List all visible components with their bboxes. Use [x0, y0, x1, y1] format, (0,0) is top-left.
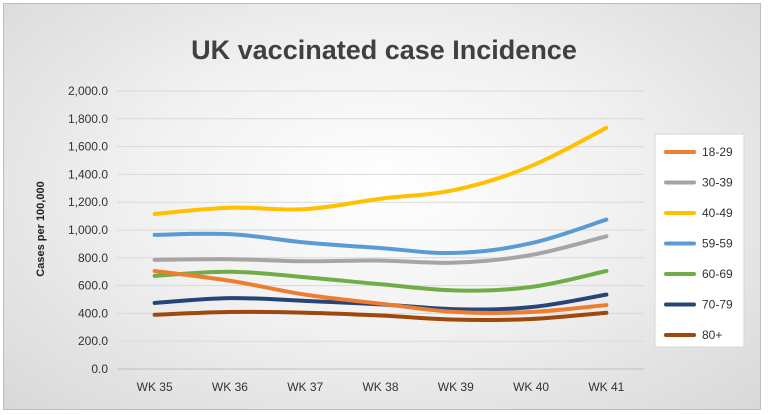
chart-frame: UK vaccinated case Incidence 0.0 200.0 400…	[3, 3, 761, 410]
y-tick-label: 2,000.0	[68, 84, 108, 98]
legend-label: 70-79	[702, 298, 733, 312]
legend-box	[654, 133, 745, 348]
series-line-18-29	[152, 269, 609, 316]
y-tick-label: 1,400.0	[68, 167, 108, 181]
series-line-80+	[152, 309, 609, 323]
chart-svg: UK vaccinated case Incidence 0.0 200.0 400…	[35, 35, 745, 394]
x-tick-label: WK 40	[513, 380, 549, 394]
series-line-40-49	[152, 125, 609, 217]
legend-label: 40-49	[702, 206, 733, 220]
y-tick-label: 400.0	[78, 306, 108, 320]
x-tick-label: WK 38	[362, 380, 398, 394]
y-tick-label: 1,200.0	[68, 195, 108, 209]
series-line-30-39	[152, 234, 609, 265]
x-tick-label: WK 37	[287, 380, 323, 394]
y-tick-label: 800.0	[78, 251, 108, 265]
legend-label: 30-39	[702, 176, 733, 190]
gridlines	[117, 90, 644, 370]
legend: 18-29 30-39 40-49 59-59 60-69 70-79 80+	[664, 145, 733, 342]
y-tick-label: 1,000.0	[68, 223, 108, 237]
legend-label: 80+	[702, 328, 722, 342]
y-tick-labels: 0.0 200.0 400.0 600.0 800.0 1,000.0 1,200.0 1,4…	[68, 84, 108, 376]
x-tick-label: WK 36	[212, 380, 248, 394]
y-tick-label: 1,800.0	[68, 112, 108, 126]
y-tick-label: 0.0	[91, 362, 108, 376]
x-tick-label: WK 35	[137, 380, 173, 394]
legend-label: 60-69	[702, 267, 733, 281]
series-line-60-69	[152, 269, 609, 293]
series-line-59-59	[152, 217, 609, 256]
legend-label: 18-29	[702, 145, 733, 159]
series-lines	[152, 125, 609, 323]
x-tick-label: WK 39	[438, 380, 474, 394]
chart-title: UK vaccinated case Incidence	[191, 35, 577, 65]
y-axis-label: Cases per 100,000	[35, 181, 47, 276]
y-tick-label: 600.0	[78, 279, 108, 293]
x-tick-label: WK 41	[588, 380, 624, 394]
x-tick-labels: WK 35 WK 36 WK 37 WK 38 WK 39 WK 40 WK 41	[137, 380, 625, 394]
legend-label: 59-59	[702, 237, 733, 251]
y-tick-label: 1,600.0	[68, 140, 108, 154]
y-tick-label: 200.0	[78, 334, 108, 348]
